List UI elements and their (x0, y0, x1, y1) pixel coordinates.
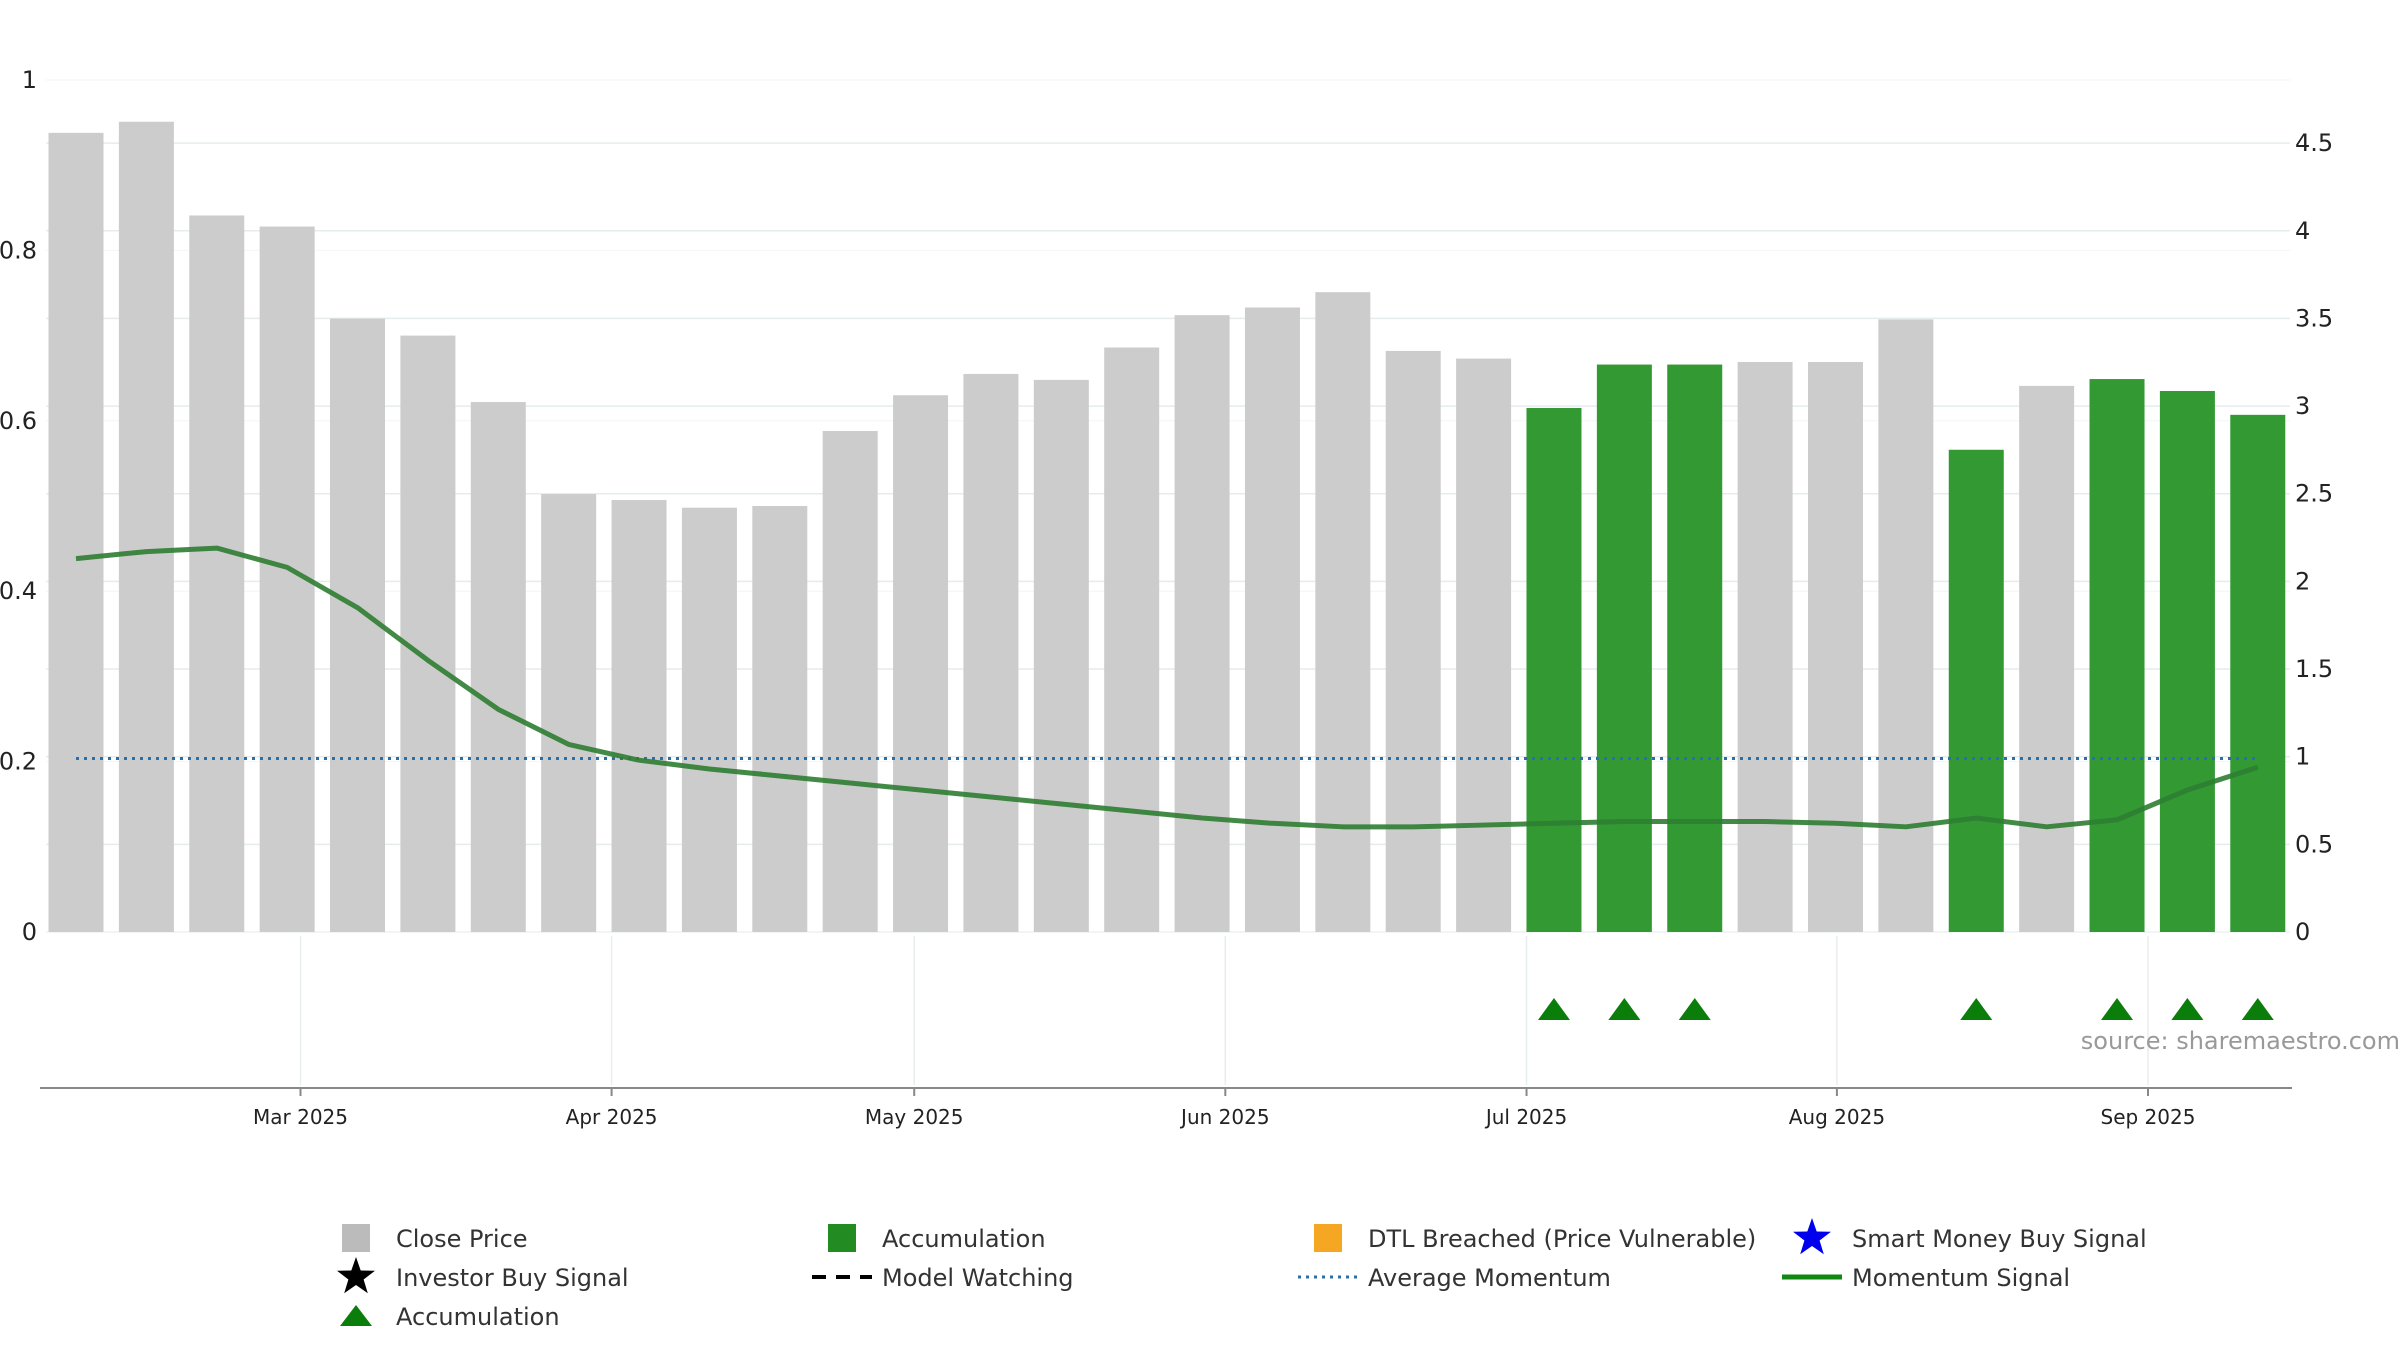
legend-label: Smart Money Buy Signal (1852, 1225, 2147, 1253)
bar-layer (48, 121, 2286, 933)
accumulation-bar (1667, 364, 1723, 932)
right-axis-tick-label: 0 (2295, 918, 2310, 946)
accumulation-marker (1678, 998, 1711, 1020)
marker-layer (1537, 998, 2274, 1020)
close-price-bar (1737, 362, 1793, 933)
x-axis-tick-label: Jun 2025 (1179, 1105, 1270, 1129)
accumulation-bar (1596, 364, 1652, 932)
accumulation-bar (2159, 390, 2215, 933)
close-price-bar (1808, 362, 1863, 933)
investor-buy-signal-legend-swatch (337, 1257, 375, 1294)
accumulation-legend-swatch (828, 1224, 856, 1252)
left-axis-tick-label: 1 (22, 66, 37, 94)
axis-layer: 0 0.2 0.4 0.6 0.8 1 0 0.5 1 1.5 2 2.5 3 3.5 4 4.5 Mar 20… (0, 66, 2333, 1129)
legend-item: Average Momentum (1298, 1264, 1611, 1292)
x-axis-tick-label: Jul 2025 (1484, 1105, 1567, 1129)
close-price-bar (893, 395, 949, 932)
legend-item: Model Watching (812, 1264, 1074, 1292)
close-price-bar (611, 500, 667, 932)
close-price-bar (330, 318, 386, 932)
legend-label: Momentum Signal (1852, 1264, 2070, 1292)
accumulation-bar (2230, 414, 2286, 932)
accumulation-bar (1948, 449, 2004, 932)
left-axis-tick-label: 0.4 (0, 577, 37, 605)
legend-label: Accumulation (396, 1303, 560, 1331)
close-price-bar (1315, 292, 1371, 932)
legend-item: Smart Money Buy Signal (1793, 1218, 2147, 1255)
accumulation-marker (1960, 998, 1993, 1020)
close-price-bar (1104, 347, 1160, 932)
legend-item: Accumulation (828, 1224, 1046, 1253)
right-axis-tick-label: 4 (2295, 217, 2310, 245)
left-axis-tick-label: 0.2 (0, 748, 37, 776)
accumulation-marker (1537, 998, 1570, 1020)
accumulation-legend-swatch (340, 1305, 372, 1326)
momentum-signal-line (75, 545, 2259, 830)
accumulation-marker (2171, 998, 2204, 1020)
close-price-bar (963, 373, 1019, 932)
right-axis-tick-label: 2.5 (2295, 480, 2333, 508)
legend-item: DTL Breached (Price Vulnerable) (1314, 1224, 1756, 1253)
right-axis-tick-label: 3 (2295, 392, 2310, 420)
right-axis-tick-label: 2 (2295, 567, 2310, 595)
x-axis-tick-label: Mar 2025 (253, 1105, 348, 1129)
dtl-breached-price-vulnerable-legend-swatch (1314, 1224, 1342, 1252)
accumulation-marker (2101, 998, 2134, 1020)
legend-label: DTL Breached (Price Vulnerable) (1368, 1225, 1756, 1253)
left-axis-tick-label: 0 (22, 918, 37, 946)
close-price-bar (752, 506, 808, 932)
close-price-legend-swatch (342, 1224, 370, 1252)
source-label: source: sharemaestro.com (2081, 1027, 2400, 1055)
right-axis-tick-label: 4.5 (2295, 129, 2333, 157)
right-axis-tick-label: 1 (2295, 743, 2310, 771)
legend-item: Close Price (342, 1224, 528, 1253)
close-price-bar (541, 494, 597, 932)
close-price-bar (1878, 319, 1934, 932)
close-price-bar (189, 215, 245, 932)
legend-item: Momentum Signal (1782, 1264, 2070, 1292)
legend-item: Accumulation (340, 1303, 560, 1331)
right-axis-tick-label: 0.5 (2295, 830, 2333, 858)
legend-label: Close Price (396, 1225, 528, 1253)
close-price-bar (1174, 315, 1230, 933)
accumulation-marker (2241, 998, 2274, 1020)
accumulation-bar (1526, 408, 1582, 932)
legend-item: Investor Buy Signal (337, 1257, 629, 1294)
right-axis-tick-label: 3.5 (2295, 304, 2333, 332)
close-price-bar (118, 121, 174, 933)
legend-label: Accumulation (882, 1225, 1046, 1253)
close-price-bar (1456, 358, 1512, 932)
line-layer (75, 545, 2259, 830)
x-axis-tick-label: Apr 2025 (566, 1105, 658, 1129)
left-axis-tick-label: 0.6 (0, 407, 37, 435)
legend-label: Average Momentum (1368, 1264, 1611, 1292)
x-axis-tick-label: Aug 2025 (1789, 1105, 1885, 1129)
accumulation-marker (1608, 998, 1641, 1020)
x-axis-tick-label: May 2025 (865, 1105, 964, 1129)
close-price-bar (1033, 379, 1089, 932)
close-price-bar (470, 402, 526, 932)
close-price-bar (1385, 350, 1441, 932)
close-price-bar (681, 507, 737, 932)
right-axis-tick-label: 1.5 (2295, 655, 2333, 683)
legend-label: Investor Buy Signal (396, 1264, 629, 1292)
close-price-bar (1244, 307, 1300, 932)
close-price-bar (822, 431, 878, 932)
accumulation-bar (2089, 379, 2145, 932)
close-price-bar (400, 335, 456, 933)
x-axis-tick-label: Sep 2025 (2101, 1105, 2196, 1129)
close-price-bar (2019, 385, 2075, 932)
left-axis-tick-label: 0.8 (0, 236, 37, 264)
close-price-bar (48, 132, 104, 933)
smart-money-buy-signal-legend-swatch (1793, 1218, 1831, 1255)
legend-label: Model Watching (882, 1264, 1074, 1292)
legend: Close Price Accumulation DTL Breached (Pri… (337, 1218, 2147, 1331)
